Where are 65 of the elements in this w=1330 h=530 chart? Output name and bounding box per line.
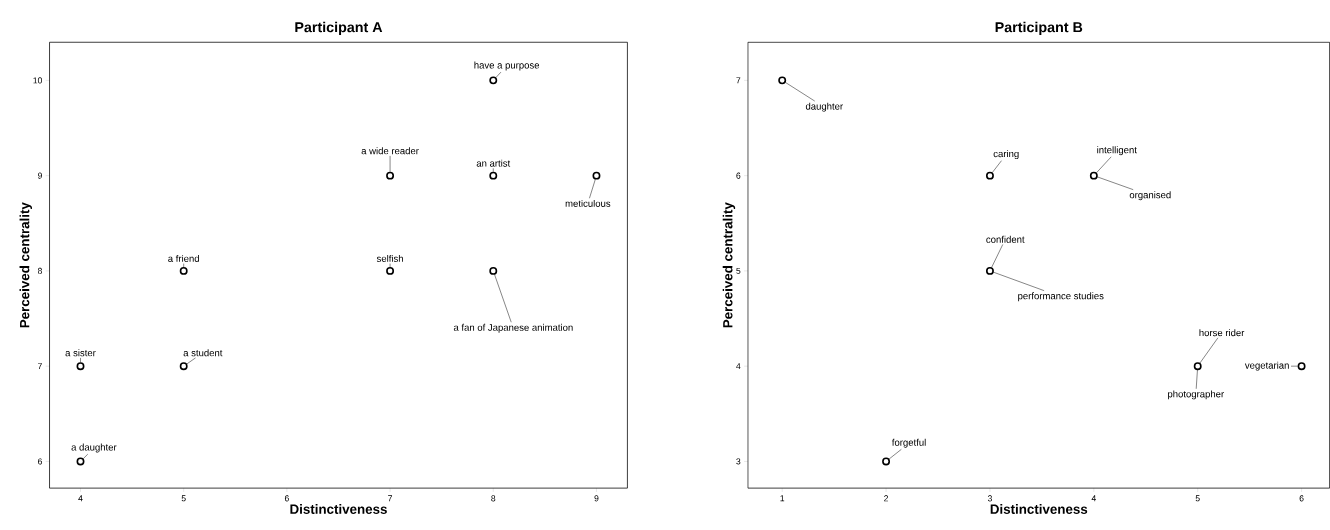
x-tick-label: 9 <box>594 495 599 502</box>
x-tick-label: 7 <box>388 495 393 502</box>
annotation: organised <box>1129 191 1171 201</box>
annotation: a friend <box>168 254 199 262</box>
chart-title: Participant A <box>295 21 383 36</box>
y-tick-label: 9 <box>37 172 42 179</box>
annotation: meticulous <box>565 199 611 207</box>
point <box>778 76 787 85</box>
x-tick-label: 4 <box>1091 495 1096 502</box>
annotation: horse rider <box>1199 329 1245 337</box>
y-tick-label: 7 <box>38 363 42 370</box>
point <box>882 457 891 466</box>
annotation: intelligent <box>1097 146 1137 156</box>
point <box>1193 362 1202 371</box>
annotation: have a purpose <box>474 61 540 71</box>
annotation: performance studies <box>1018 292 1104 302</box>
x-tick-label: 5 <box>1195 495 1200 502</box>
y-tick-label: 10 <box>33 77 43 84</box>
annotation: a fan of Japanese animation <box>453 323 573 333</box>
point <box>179 266 188 275</box>
annotation: selfish <box>376 254 403 262</box>
annotation: forgetful <box>891 438 926 448</box>
y-tick-label: 4 <box>736 363 741 370</box>
annotation: a wide reader <box>361 147 419 155</box>
point <box>1297 362 1306 371</box>
x-axis-title: Distinctiveness <box>990 504 1088 514</box>
x-tick-label: 3 <box>987 495 992 502</box>
y-tick-label: 6 <box>38 458 42 465</box>
point <box>592 171 601 180</box>
y-tick-label: 8 <box>37 267 42 274</box>
annotation: an artist <box>476 159 511 167</box>
point <box>985 171 994 180</box>
annotation: a daughter <box>71 443 117 453</box>
annotation: confident <box>986 235 1025 243</box>
point <box>489 266 498 275</box>
annotation: daughter <box>805 102 843 112</box>
x-tick-label: 1 <box>780 495 785 502</box>
x-tick-label: 2 <box>884 495 889 502</box>
point <box>386 266 395 275</box>
point <box>386 171 395 180</box>
point <box>489 171 498 180</box>
y-tick-label: 5 <box>736 267 741 274</box>
y-tick-label: 7 <box>736 77 741 84</box>
y-axis-title: Perceived centrality <box>722 202 736 328</box>
x-tick-label: 4 <box>78 495 83 502</box>
chart-title: Participant B <box>995 21 1083 36</box>
annotation: a student <box>183 349 223 357</box>
point <box>489 76 498 85</box>
x-tick-label: 6 <box>1299 495 1304 502</box>
point <box>76 457 85 466</box>
x-tick-label: 6 <box>284 495 289 502</box>
annotation: caring <box>993 150 1019 160</box>
point <box>76 362 85 371</box>
y-tick-label: 6 <box>736 172 741 179</box>
x-tick-label: 8 <box>491 495 496 502</box>
x-tick-label: 5 <box>181 495 186 502</box>
annotation: photographer <box>1168 390 1224 400</box>
point <box>179 362 188 371</box>
x-axis-title: Distinctiveness <box>290 504 387 514</box>
annotation: a sister <box>65 349 96 357</box>
point <box>985 266 994 275</box>
annotation: vegetarian <box>1244 361 1289 371</box>
point <box>1089 171 1098 180</box>
y-axis-title: Perceived centrality <box>19 202 32 328</box>
y-tick-label: 3 <box>736 458 741 465</box>
